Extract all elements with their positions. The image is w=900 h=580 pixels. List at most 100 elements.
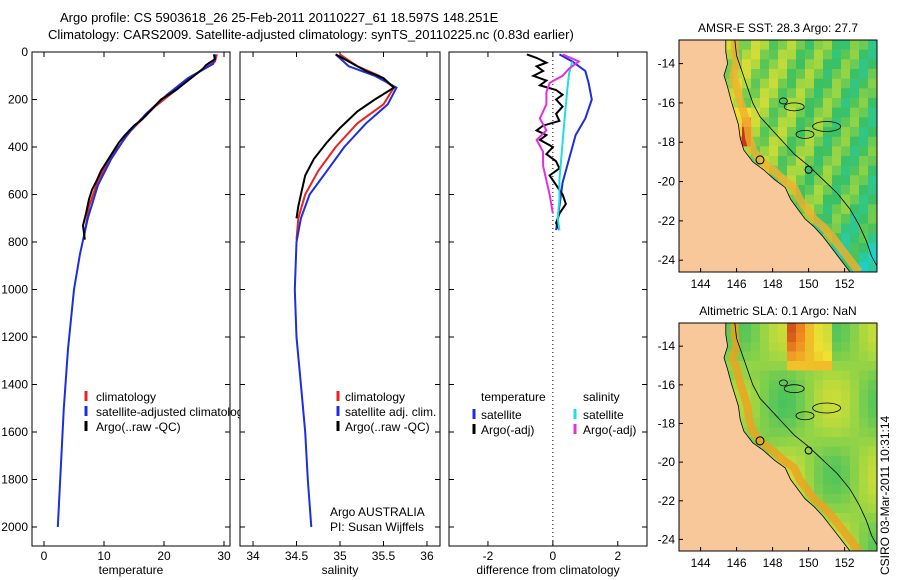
- map-cell: [859, 88, 869, 99]
- map-cell: [841, 342, 851, 352]
- map-cell: [859, 252, 869, 263]
- map-cell: [769, 437, 779, 447]
- map-cell: [841, 456, 851, 466]
- temperature-profile: 0 10 20 30 0 200 400 600 800 1000 1200 1400 1600 1800…: [1, 45, 249, 577]
- map-cell: [805, 427, 815, 438]
- map-cell: [850, 437, 860, 447]
- map-cell: [769, 146, 779, 157]
- map-y-tick-label: -24: [658, 532, 676, 546]
- map-cell: [832, 223, 842, 234]
- x-tick-label: 10: [97, 549, 111, 563]
- map-cell: [859, 351, 869, 362]
- map-cell: [760, 146, 770, 157]
- map-cell: [760, 59, 770, 70]
- map-cell: [850, 49, 860, 60]
- map-cell: [787, 69, 797, 80]
- map-cell: [814, 446, 824, 457]
- map-cell: [814, 165, 824, 176]
- map-cell: [868, 446, 877, 457]
- map-cell: [769, 156, 779, 167]
- map-cell: [805, 351, 815, 362]
- map-cell: [733, 351, 743, 362]
- map-cell: [832, 465, 842, 476]
- map-cell: [796, 399, 806, 409]
- map-cell: [742, 69, 752, 80]
- map-cell: [805, 361, 815, 371]
- map-cell: [742, 351, 752, 362]
- coastal-band: [728, 40, 863, 272]
- map-cell: [778, 323, 788, 333]
- argo-position-marker: [804, 446, 813, 455]
- map-cell: [841, 165, 851, 176]
- map-cell: [841, 389, 851, 400]
- map-cell: [868, 380, 877, 390]
- map-cell: [850, 223, 860, 234]
- map-cell: [823, 351, 833, 362]
- map-cell: [859, 418, 869, 428]
- map-cell: [814, 49, 824, 60]
- map-cell: [769, 59, 779, 70]
- map-cell: [805, 408, 815, 419]
- map-cell: [868, 233, 877, 244]
- map-cell: [742, 370, 752, 381]
- y-tick-label: 1000: [1, 283, 28, 297]
- map-cell: [769, 361, 779, 371]
- map-cell: [859, 437, 869, 447]
- map-cell: [769, 117, 779, 128]
- map-cell: [832, 69, 842, 80]
- reef-outline: [779, 97, 788, 105]
- map-cell: [823, 233, 833, 244]
- map-cell: [760, 107, 770, 118]
- map-cell: [751, 399, 761, 409]
- y-tick-label: 200: [8, 93, 28, 107]
- map-cell: [832, 185, 842, 196]
- map-cell: [751, 127, 761, 138]
- map-cell: [823, 437, 833, 447]
- map-cell: [832, 494, 842, 504]
- map-cell: [796, 484, 806, 495]
- map-cell: [814, 418, 824, 428]
- map-cell: [850, 522, 860, 533]
- x-tick-label: 0: [550, 549, 557, 563]
- map-cell: [760, 323, 770, 333]
- map-cell: [787, 399, 797, 409]
- map-cell: [805, 342, 815, 352]
- map-cell: [769, 69, 779, 80]
- map-cell: [841, 399, 851, 409]
- map-cell: [841, 427, 851, 438]
- reef-outline: [779, 379, 788, 387]
- map-cell: [760, 351, 770, 362]
- map-cell: [814, 380, 824, 390]
- map-cell: [832, 446, 842, 457]
- map-cell: [823, 175, 833, 186]
- map-cell: [805, 156, 815, 167]
- map-cell: [850, 78, 860, 89]
- map-cell: [796, 351, 806, 362]
- map-cell: [868, 214, 877, 225]
- map-cell: [850, 389, 860, 400]
- map-cell: [733, 389, 743, 400]
- map-cell: [796, 98, 806, 109]
- legend-entry: satellite: [481, 408, 522, 422]
- map-cell: [814, 107, 824, 118]
- map-cell: [742, 146, 752, 157]
- map-cell: [850, 88, 860, 99]
- map-cell: [832, 40, 842, 51]
- map-cell: [751, 40, 761, 51]
- map-cell: [787, 117, 797, 128]
- legend-entry: Argo(-adj): [481, 423, 534, 437]
- map-cell: [859, 98, 869, 109]
- map-cell: [859, 107, 869, 118]
- map-cell: [796, 408, 806, 419]
- map-cell: [868, 456, 877, 466]
- map-cell: [832, 418, 842, 428]
- map-cell: [832, 427, 842, 438]
- map-cell: [868, 59, 877, 70]
- map-cell: [859, 214, 869, 225]
- legend-entry: satellite: [583, 408, 624, 422]
- credit-stamp: CSIRO 03-Mar-2011 10:31:14: [878, 415, 892, 575]
- map-x-tick-label: 144: [691, 277, 711, 291]
- map-cell: [778, 351, 788, 362]
- reef-outline: [783, 384, 805, 394]
- map-cell: [832, 59, 842, 70]
